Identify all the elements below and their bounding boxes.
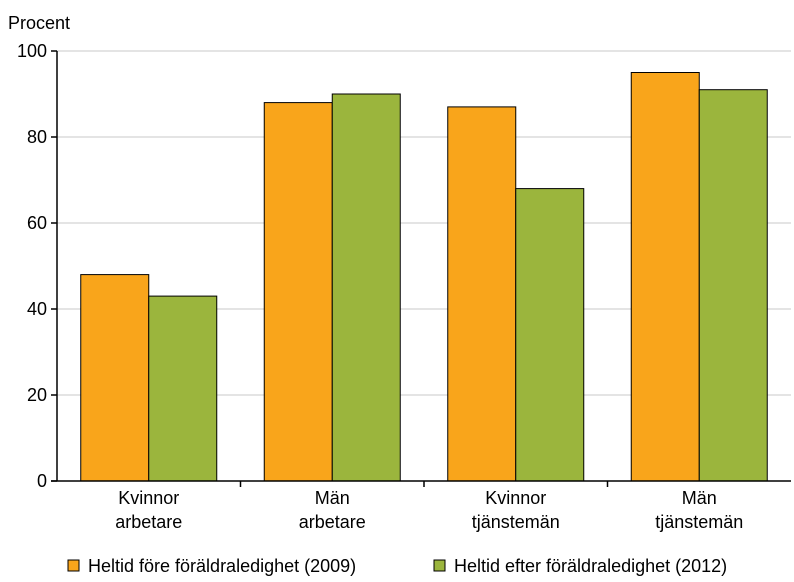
bars bbox=[80, 72, 768, 482]
x-category-label: Kvinnor bbox=[118, 488, 179, 508]
axes bbox=[51, 51, 791, 487]
y-ticks: 0 20 40 60 80 100 bbox=[17, 41, 57, 491]
x-category-label: tjänstemän bbox=[655, 512, 743, 532]
x-category-label: arbetare bbox=[299, 512, 366, 532]
bar-2-4 bbox=[698, 89, 768, 482]
y-tick-label: 20 bbox=[27, 385, 47, 405]
y-axis-label: Procent bbox=[8, 13, 70, 33]
y-tick-label: 100 bbox=[17, 41, 47, 61]
bar-2-3 bbox=[515, 188, 585, 482]
legend-swatch-2 bbox=[433, 559, 446, 572]
bar-2-2 bbox=[331, 93, 401, 482]
legend-label-2: Heltid efter föräldraledighet (2012) bbox=[454, 556, 727, 576]
y-tick-label: 0 bbox=[37, 471, 47, 491]
bar-1-2 bbox=[263, 102, 333, 482]
bar-1-4 bbox=[630, 72, 700, 482]
x-category-label: arbetare bbox=[115, 512, 182, 532]
x-category-label: tjänstemän bbox=[472, 512, 560, 532]
y-tick-label: 60 bbox=[27, 213, 47, 233]
bar-2-1 bbox=[148, 295, 218, 482]
y-tick-label: 80 bbox=[27, 127, 47, 147]
x-category-label: Män bbox=[315, 488, 350, 508]
legend-label-1: Heltid före föräldraledighet (2009) bbox=[88, 556, 356, 576]
x-category-label: Män bbox=[682, 488, 717, 508]
x-category-label: Kvinnor bbox=[485, 488, 546, 508]
bar-1-3 bbox=[447, 106, 517, 482]
x-category-labels: Kvinnor arbetare Män arbetare Kvinnor tjänste… bbox=[115, 488, 743, 532]
legend: Heltid före föräldraledighet (2009) Helti… bbox=[67, 556, 727, 576]
y-tick-label: 40 bbox=[27, 299, 47, 319]
bar-1-1 bbox=[80, 274, 150, 482]
legend-swatch-1 bbox=[67, 559, 80, 572]
